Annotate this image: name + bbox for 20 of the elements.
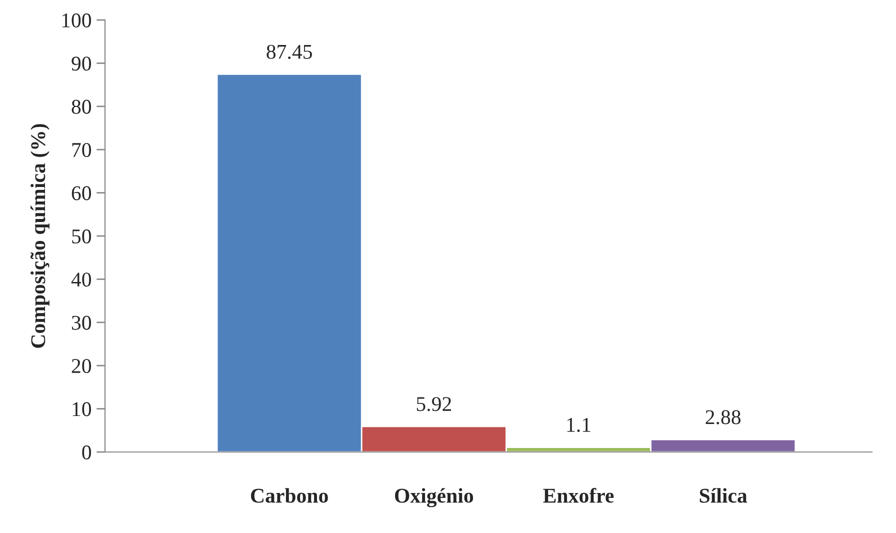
y-tick-label: 10 — [72, 402, 92, 416]
data-label: 5.92 — [416, 397, 451, 412]
data-label: 2.88 — [706, 410, 741, 424]
x-tick-label: Carbono — [251, 488, 328, 503]
y-tick-label: 90 — [72, 56, 92, 71]
y-tick-label: 30 — [72, 316, 92, 330]
y-tick-label: 80 — [72, 100, 92, 114]
y-tick-label: 70 — [72, 142, 92, 158]
y-tick-label: 0 — [82, 445, 92, 460]
y-tick-label: 20 — [72, 358, 92, 374]
data-label: 1.1 — [567, 418, 590, 432]
y-tick-label: 50 — [72, 229, 92, 244]
y-axis-title: Composição química (%) — [30, 124, 50, 348]
x-tick-label: Sílica — [700, 488, 748, 503]
x-tick-label: Enxofre — [543, 488, 614, 503]
y-tick-label: 40 — [71, 272, 92, 287]
data-label: 87.45 — [266, 44, 312, 59]
y-tick-label: 100 — [62, 13, 92, 28]
x-tick-label: Oxigénio — [395, 488, 474, 508]
y-tick-label: 60 — [72, 186, 92, 200]
